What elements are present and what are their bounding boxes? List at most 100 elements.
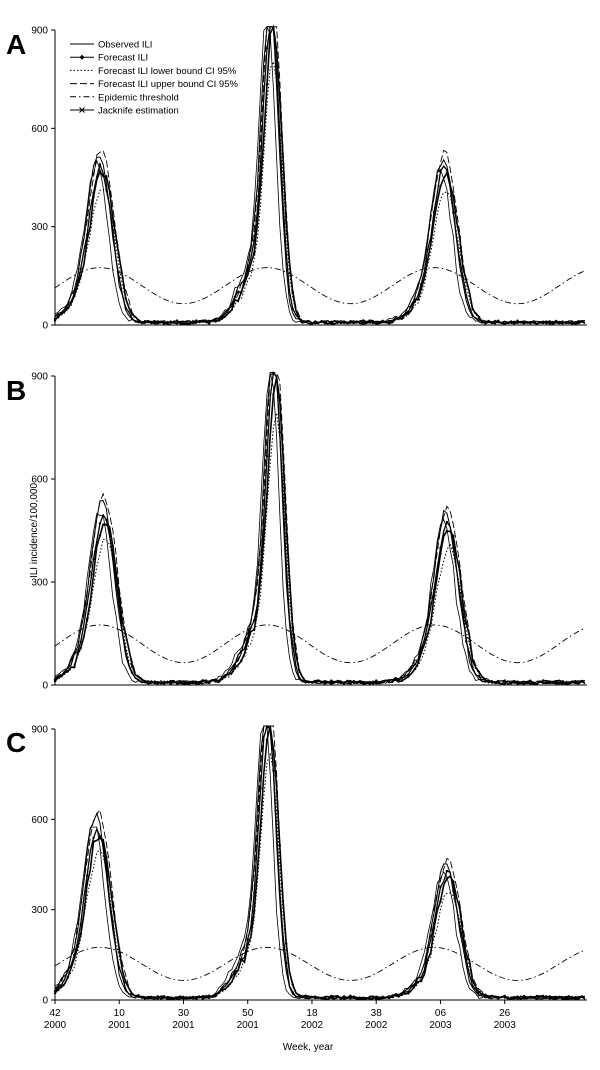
x-tick-year: 2003 [429, 1020, 452, 1031]
forecast-upper-ci-line [54, 725, 586, 1000]
series-marker [548, 322, 551, 325]
series-marker [98, 163, 102, 166]
series-marker [175, 681, 179, 684]
x-tick-week: 42 [49, 1008, 61, 1019]
series-marker [272, 373, 275, 376]
panel-A: A 0 300 600 900 Observed ILI Forecast ILI Forec… [6, 24, 587, 332]
x-tick-year: 2001 [237, 1020, 260, 1031]
series-marker [246, 268, 249, 272]
series-marker [574, 679, 577, 683]
series-marker [471, 666, 474, 669]
series-marker [124, 650, 127, 653]
series-marker [259, 787, 262, 790]
series-marker [432, 922, 436, 925]
series-marker [195, 319, 198, 322]
series-marker [400, 677, 404, 680]
series-marker [111, 554, 115, 557]
legend-entry: Forecast ILI lower bound CI 95% [98, 66, 237, 77]
series-marker [407, 310, 410, 313]
series-marker [150, 680, 153, 683]
series-marker [214, 320, 217, 323]
x-tick-week: 06 [435, 1008, 447, 1019]
legend: Observed ILI Forecast ILI Forecast ILI low… [70, 40, 238, 117]
series-marker [227, 984, 230, 987]
series-marker [53, 317, 57, 320]
y-tick-label: 0 [42, 996, 48, 1007]
series-marker [124, 306, 127, 309]
series-marker [118, 276, 121, 280]
series-marker [73, 666, 76, 669]
series-marker [407, 990, 410, 994]
series-marker [265, 455, 269, 458]
series-marker [252, 251, 256, 255]
series-marker [92, 557, 95, 561]
series-marker [169, 682, 172, 686]
series-marker [175, 322, 179, 325]
series-marker [375, 997, 378, 1001]
series-marker [567, 995, 571, 998]
series-marker [542, 679, 545, 682]
series-marker [426, 247, 429, 251]
series-marker [143, 997, 147, 1000]
series-marker [220, 676, 224, 679]
series-marker [105, 518, 108, 522]
x-tick-week: 38 [371, 1008, 383, 1019]
series-marker [426, 632, 429, 636]
series-marker [195, 683, 198, 686]
observed-ili-line [54, 372, 586, 685]
series-marker [259, 564, 262, 567]
series-marker [169, 320, 172, 323]
series-marker [53, 678, 57, 681]
series-marker [182, 682, 185, 685]
series-marker [330, 679, 333, 682]
series-marker [419, 647, 423, 651]
series-marker [509, 321, 513, 324]
series-marker [111, 217, 115, 220]
series-marker [291, 643, 294, 646]
series-marker [60, 311, 63, 315]
series-marker [426, 950, 429, 954]
series-marker [272, 769, 275, 772]
series-marker [426, 623, 429, 627]
series-marker [509, 997, 513, 1001]
series-marker [574, 321, 577, 324]
series-marker [214, 995, 217, 998]
forecast-lower-ci-line [54, 752, 586, 1000]
series-marker [561, 322, 564, 325]
y-tick-label: 0 [42, 321, 48, 332]
series-marker [150, 995, 153, 999]
panel-letter: C [6, 727, 26, 758]
series-marker [92, 573, 95, 576]
series-marker [362, 997, 365, 1001]
series-marker [201, 679, 204, 682]
series-marker [220, 987, 224, 990]
series-marker [452, 211, 455, 214]
series-marker [85, 602, 89, 606]
series-marker [111, 920, 115, 923]
series-marker [413, 300, 416, 304]
series-marker [394, 677, 397, 681]
series-marker [272, 27, 275, 30]
series-marker [349, 996, 352, 1000]
y-tick-label: 300 [31, 578, 48, 589]
series-marker [522, 682, 526, 686]
y-tick-label: 600 [31, 815, 48, 826]
series-marker [246, 938, 249, 941]
legend-entry: Jacknife estimation [98, 106, 179, 117]
series-marker [387, 322, 391, 325]
series-marker [413, 663, 416, 666]
series-marker [130, 992, 134, 996]
series-marker [439, 546, 442, 550]
series-marker [105, 865, 108, 869]
series-marker [439, 899, 442, 903]
series-marker [445, 520, 449, 524]
series-marker [98, 835, 102, 838]
series-marker [387, 680, 391, 684]
series-marker [118, 966, 121, 969]
y-tick-label: 900 [31, 372, 48, 383]
series-marker [574, 997, 577, 1001]
series-marker [130, 671, 134, 674]
series-marker [400, 993, 404, 997]
series-marker [278, 98, 282, 102]
